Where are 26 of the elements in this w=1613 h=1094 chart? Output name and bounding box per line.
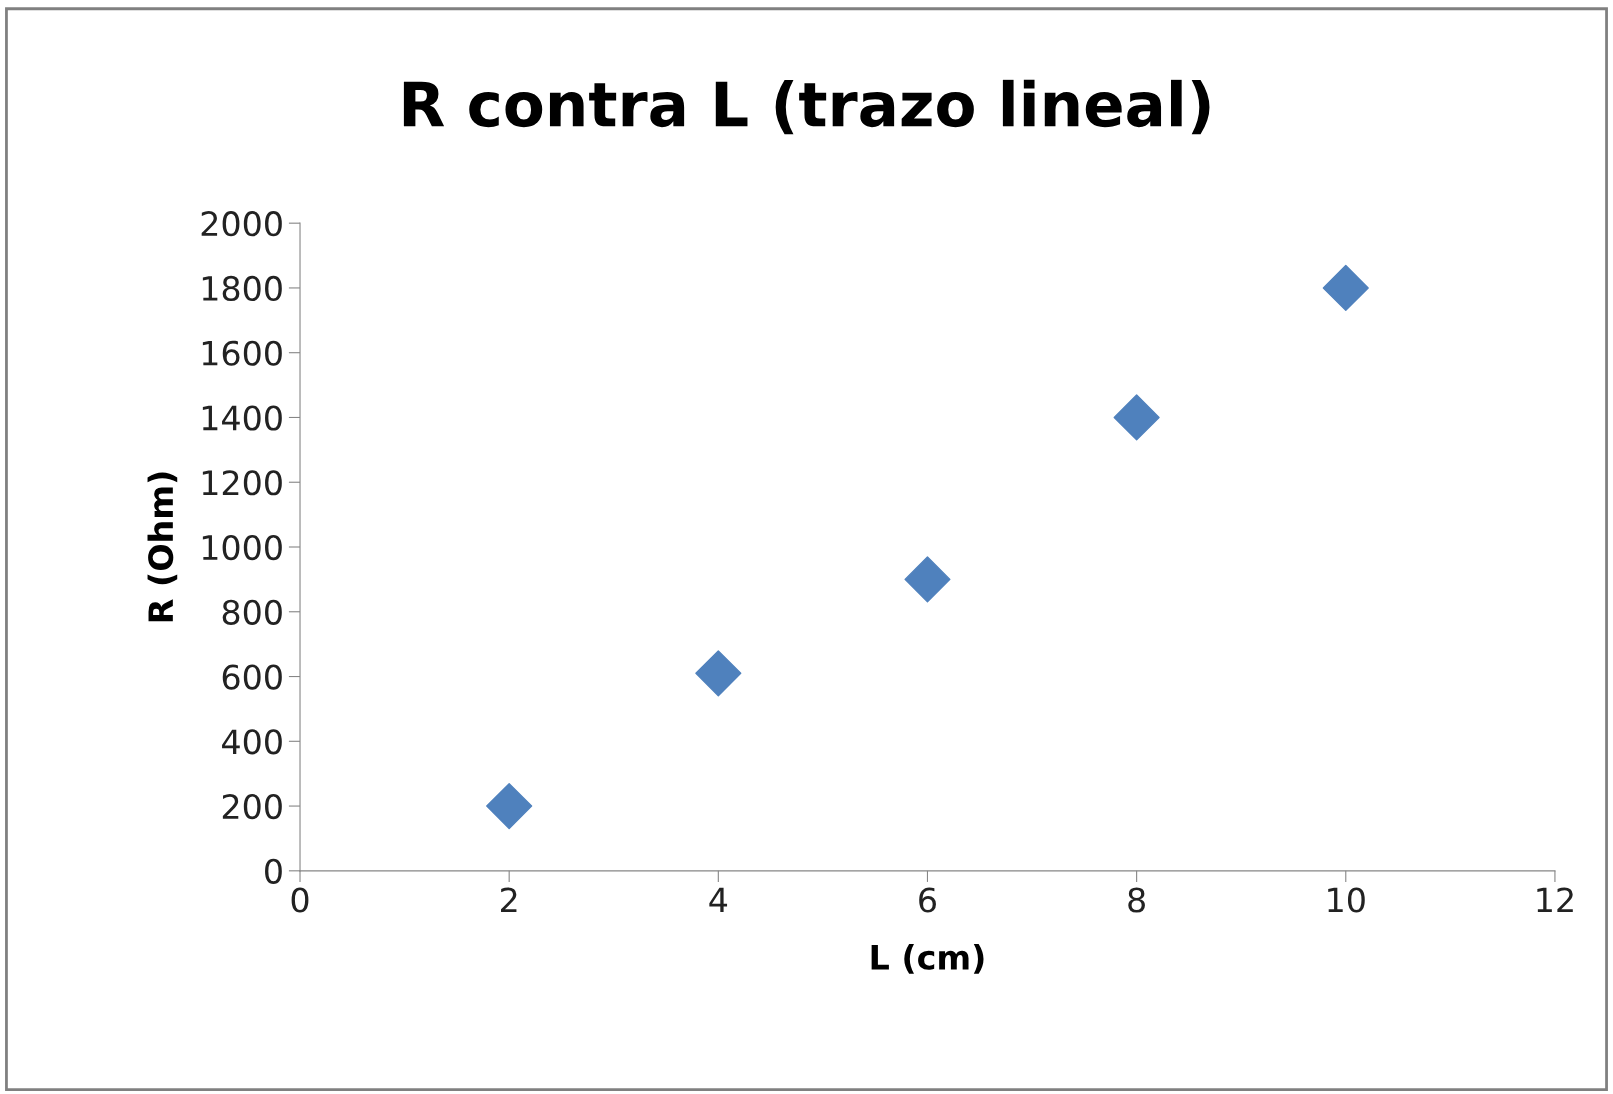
y-axis-title: R (Ohm) [147,472,178,622]
y-tick-label: 1200 [202,470,282,496]
chart-title: R contra L (trazo lineal) [403,79,1210,135]
y-tick-label: 1600 [202,340,282,366]
y-tick-label: 2000 [201,211,282,237]
y-tick-label: 1800 [202,275,282,302]
x-tick-label: 4 [709,887,728,913]
x-tick-label: 12 [1537,887,1573,913]
point [1322,264,1369,312]
x-axis-title: L (cm) [871,944,984,974]
x-tick-label: 8 [1128,887,1145,913]
x-tick-label: 2 [501,887,517,913]
y-tick-label: 400 [222,729,282,755]
y-tick-label: 1400 [202,405,282,431]
y-tick-label: 200 [222,793,282,820]
x-tick-label: 10 [1328,887,1365,913]
point [486,782,533,830]
y-tick-label: 800 [222,599,282,625]
x-tick-label: 0 [291,887,309,913]
y-tick-label: 1000 [202,534,282,561]
y-tick-label: 0 [265,858,282,884]
point [904,556,951,603]
point [1113,394,1160,441]
y-tick-label: 600 [222,664,282,690]
point [695,650,742,697]
x-tick-label: 6 [919,887,936,913]
